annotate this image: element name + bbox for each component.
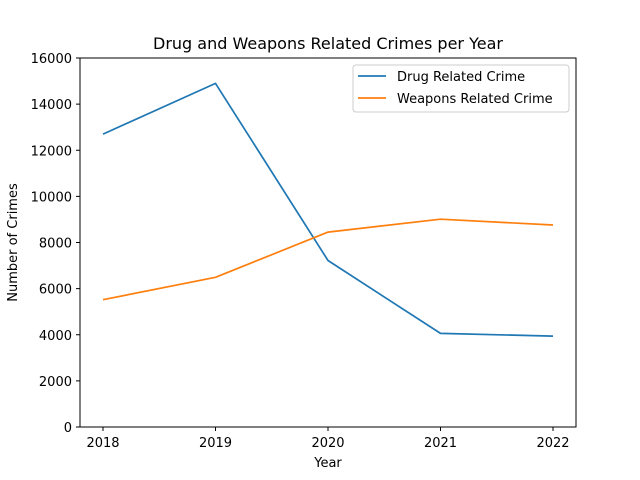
x-tick-label: 2019 xyxy=(199,436,232,451)
y-tick-label: 14000 xyxy=(31,98,72,113)
y-tick-label: 4000 xyxy=(39,329,72,344)
x-tick-label: 2022 xyxy=(536,436,569,451)
y-axis: 0 2000 4000 6000 8000 10000 12000 14000 16000 xyxy=(31,52,80,436)
y-tick-label: 12000 xyxy=(31,144,72,159)
series-line-0 xyxy=(102,82,554,337)
chart-title: Drug and Weapons Related Crimes per Year xyxy=(153,34,503,53)
y-tick-label: 16000 xyxy=(31,52,72,67)
series-line-1 xyxy=(102,218,554,301)
y-tick-label: 0 xyxy=(64,421,72,436)
y-tick-label: 2000 xyxy=(39,375,72,390)
legend-label: Drug Related Crime xyxy=(397,70,525,85)
y-tick-label: 8000 xyxy=(39,237,72,252)
x-axis-label: Year xyxy=(313,456,342,471)
x-tick-label: 2021 xyxy=(424,436,457,451)
y-tick-label: 6000 xyxy=(39,283,72,298)
y-tick-label: 10000 xyxy=(31,190,72,205)
x-tick-label: 2020 xyxy=(311,436,344,451)
x-tick-label: 2018 xyxy=(86,436,119,451)
x-axis: 2018 2019 2020 2021 2022 xyxy=(86,427,570,451)
legend: Drug Related Crime Weapons Related Crime xyxy=(352,64,570,113)
legend-box xyxy=(352,64,570,113)
y-axis-label: Number of Crimes xyxy=(6,183,21,302)
series-lines xyxy=(102,82,554,337)
legend-label: Weapons Related Crime xyxy=(397,92,553,107)
